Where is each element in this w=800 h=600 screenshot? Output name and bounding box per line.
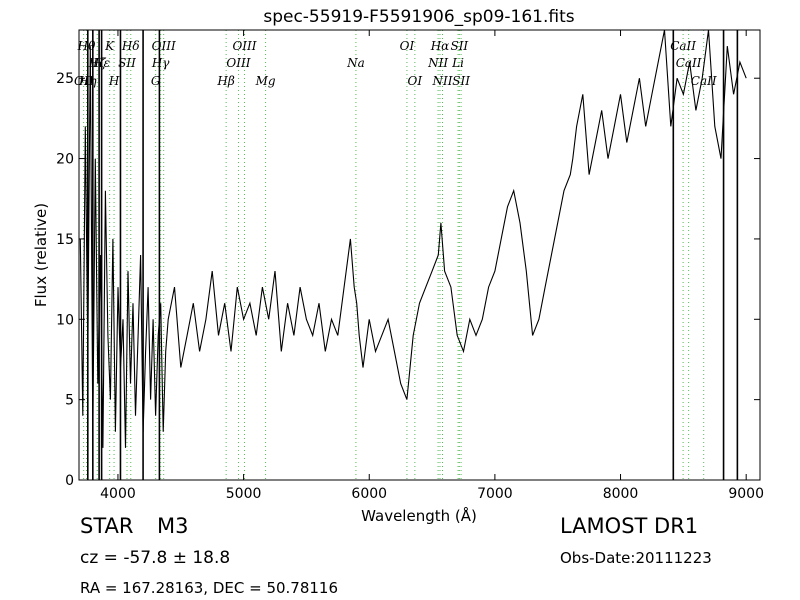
spectrum-series-group [79,29,747,480]
y-axis-label: Flux (relative) [32,203,50,307]
line-marker-group [83,30,705,480]
chart-title: spec-55919-F5591906_sp09-161.fits [263,7,574,27]
ra-dec: RA = 167.28163, DEC = 50.78116 [80,579,339,597]
line-marker-label: G [151,74,161,88]
x-tick-label: 7000 [477,486,513,502]
line-marker-label: SII [452,74,470,88]
line-marker-label: SII [118,56,136,70]
x-tick-label: 9000 [728,486,764,502]
line-marker-label: NII [427,56,448,70]
line-marker-label: K [104,39,115,53]
x-tick-label: 8000 [603,486,639,502]
x-tick-label: 5000 [226,486,262,502]
y-tick-label: 5 [65,393,74,409]
y-tick-label: 10 [56,312,74,328]
line-marker-label: CaII [691,74,717,88]
line-marker-label: OIII [232,39,256,53]
y-tick-label: 20 [56,152,74,168]
spectrum-line [79,29,747,448]
line-marker-label: Mg [255,74,276,88]
line-marker-label: H [108,74,120,88]
line-marker-label: Na [346,56,365,70]
object-class: STAR [80,514,134,538]
line-marker-label: Hβ [216,74,234,88]
plot-frame [78,29,761,481]
y-tick-label: 0 [65,473,74,489]
line-marker-label-group: OIIHθHηHζHεKHSIIHδGHγOIIIHβOIIIOIIIMgNaO… [74,39,717,88]
line-marker-label: CaII [676,56,702,70]
line-marker-label: OIII [152,39,176,53]
line-marker-label: OI [408,74,423,88]
x-tick-label: 6000 [351,486,387,502]
line-marker-label: Hγ [151,56,170,70]
redshift-cz: cz = -57.8 ± 18.8 [80,548,231,568]
survey-name: LAMOST DR1 [560,514,699,538]
line-marker-label: Hθ [77,39,96,53]
object-subclass: M3 [157,514,189,538]
y-tick-label: 25 [56,71,74,87]
y-tick-label: 15 [56,232,74,248]
line-marker-label: NII [432,74,453,88]
line-marker-label: Li [451,56,464,70]
x-tick-label: 4000 [100,486,136,502]
line-marker-label: Hα [430,39,450,53]
line-marker-label: OI [400,39,415,53]
line-marker-label: CaII [670,39,696,53]
axes-group: 4000 5000 6000 7000 8000 9000 0 5 10 15 20 25 [56,29,764,502]
line-marker-label: OIII [226,56,250,70]
x-axis-label: Wavelength (Å) [361,506,477,525]
line-marker-label: SII [450,39,468,53]
line-marker-label: Hδ [121,39,140,53]
observation-date: Obs-Date:20111223 [560,549,712,567]
